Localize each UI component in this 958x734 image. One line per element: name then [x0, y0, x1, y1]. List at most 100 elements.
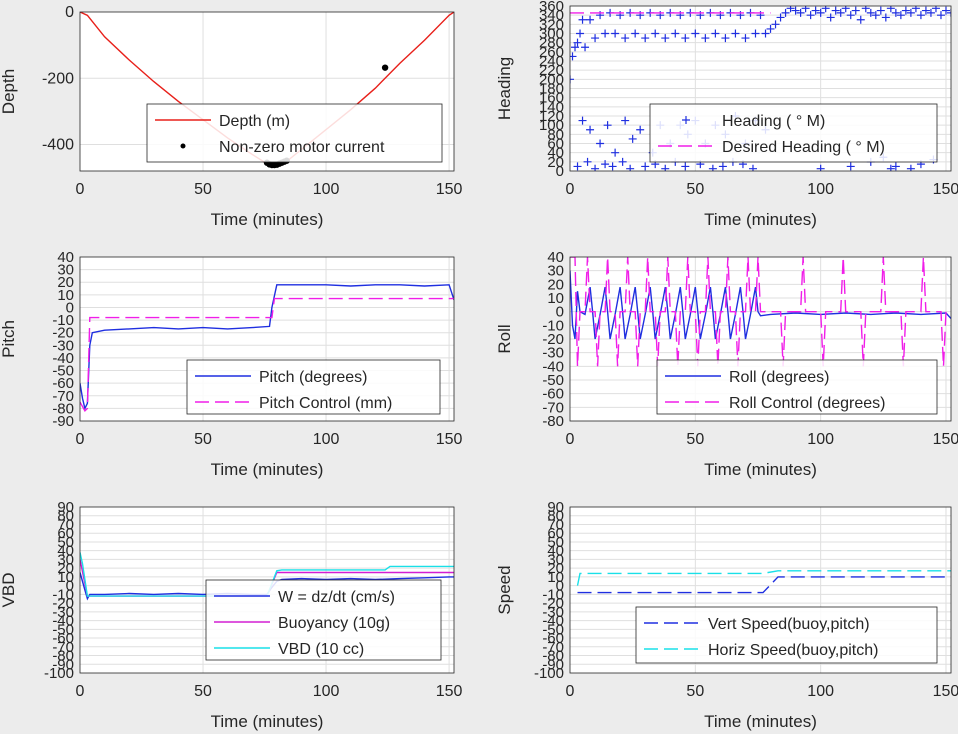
- y-tick-label: -40: [542, 613, 564, 630]
- data-point: [661, 164, 670, 171]
- y-tick-label: 30: [57, 551, 74, 568]
- data-point: [581, 43, 590, 52]
- y-tick-label: 140: [539, 99, 564, 116]
- chart-4: 0 50 100 150-80-70-60-50-40-30-20-100102030…: [495, 249, 958, 479]
- y-tick-label: -40: [52, 613, 74, 630]
- y-tick-label: 40: [547, 249, 564, 266]
- y-tick-label: -30: [542, 604, 564, 621]
- chart-2: 0 50 100 1500204060801001201401601802002202…: [495, 0, 958, 229]
- data-point: [701, 34, 710, 43]
- legend-box: [635, 606, 938, 664]
- legend-label: Buoyancy (10g): [278, 615, 390, 632]
- data-point: [586, 15, 595, 24]
- y-tick-label: 200: [539, 71, 564, 88]
- y-tick-label: -60: [542, 630, 564, 647]
- y-axis-label: Depth: [0, 69, 18, 114]
- y-tick-label: 10: [57, 287, 74, 304]
- legend: Roll (degrees) Roll Control (degrees): [656, 359, 938, 415]
- y-tick-label: 240: [539, 53, 564, 70]
- data-point: [816, 164, 825, 171]
- axes-box: [79, 256, 455, 422]
- legend-label: Heading ( ° M): [722, 113, 825, 130]
- data-point: [921, 6, 930, 15]
- data-point: [661, 34, 670, 43]
- y-tick-label: 40: [547, 145, 564, 162]
- data-point: [826, 13, 835, 22]
- data-point: [578, 15, 587, 24]
- legend-swatch: [180, 143, 186, 149]
- legend: Depth (m) Non-zero motor current: [146, 103, 443, 163]
- chart-3: 0 50 100 150-90-80-70-60-50-40-30-20-100102…: [0, 249, 463, 479]
- y-tick-label: 40: [57, 249, 74, 266]
- x-tick-label: 150: [933, 181, 958, 198]
- y-tick-label: -100: [44, 665, 74, 682]
- y-tick-label: 20: [547, 154, 564, 171]
- y-tick-label: -50: [542, 372, 564, 389]
- y-tick-label: -20: [542, 331, 564, 348]
- data-point: [741, 34, 750, 43]
- data-point: [911, 6, 920, 13]
- y-tick-label: 30: [547, 263, 564, 280]
- data-point: [876, 6, 885, 15]
- y-tick-label: -50: [542, 621, 564, 638]
- y-tick-label: 20: [547, 276, 564, 293]
- legend-label: W = dz/dt (cm/s): [278, 589, 395, 606]
- data-point: [586, 125, 595, 134]
- data-point: [708, 164, 717, 171]
- x-tick-label: 100: [807, 431, 834, 448]
- legend-label: Non-zero motor current: [219, 139, 385, 156]
- legend-box: [205, 579, 442, 661]
- data-point: [573, 38, 582, 47]
- x-axis-label: Time (minutes): [704, 210, 817, 229]
- series-line: [80, 297, 454, 413]
- legend-box: [656, 359, 938, 415]
- data-point: [771, 20, 780, 29]
- data-point: [861, 6, 870, 13]
- y-tick-label: -60: [542, 386, 564, 403]
- y-tick-label: 340: [539, 7, 564, 24]
- legend-label: Horiz Speed(buoy,pitch): [708, 642, 878, 659]
- y-axis-label: Roll: [495, 324, 514, 353]
- legend-label: Vert Speed(buoy,pitch): [708, 616, 870, 633]
- x-tick-label: 150: [436, 181, 463, 198]
- y-tick-label: -50: [52, 363, 74, 380]
- x-axis-label: Time (minutes): [211, 460, 324, 479]
- x-tick-label: 0: [566, 431, 575, 448]
- y-tick-label: -60: [52, 375, 74, 392]
- series-line: [576, 570, 951, 586]
- legend-label: Depth (m): [219, 113, 290, 130]
- legend-label: Roll Control (degrees): [729, 395, 886, 412]
- data-point: [781, 8, 790, 17]
- y-tick-label: -90: [52, 413, 74, 430]
- y-tick-label: -20: [542, 595, 564, 612]
- y-tick-label: 80: [57, 508, 74, 525]
- y-tick-label: -20: [52, 325, 74, 342]
- y-tick-label: 70: [547, 516, 564, 533]
- axes-box: [79, 506, 455, 674]
- data-point: [751, 29, 760, 38]
- chart-1: 0 50 100 150 0 -200 -400 Time (minutes) Depth Dep…: [0, 4, 463, 229]
- legend: Heading ( ° M) Desired Heading ( ° M): [649, 103, 938, 163]
- data-point: [601, 160, 610, 169]
- y-tick-label: 10: [547, 290, 564, 307]
- x-tick-label: 50: [194, 683, 212, 700]
- y-tick-label: -40: [542, 358, 564, 375]
- legend: Vert Speed(buoy,pitch) Horiz Speed(buoy,p…: [635, 606, 938, 664]
- y-tick-label: 60: [57, 525, 74, 542]
- y-tick-label: 30: [547, 551, 564, 568]
- x-tick-label: 50: [686, 431, 704, 448]
- y-tick-label: -20: [52, 595, 74, 612]
- data-point: [841, 6, 850, 13]
- data-point: [570, 75, 574, 84]
- data-point: [748, 164, 757, 171]
- data-layer: [80, 284, 454, 413]
- x-tick-label: 0: [566, 181, 575, 198]
- legend: W = dz/dt (cm/s) Buoyancy (10g) VBD (10 cc…: [205, 579, 442, 661]
- y-tick-label: 180: [539, 81, 564, 98]
- x-tick-label: 100: [313, 431, 340, 448]
- y-tick-label: 0: [66, 299, 74, 316]
- data-point: [906, 164, 915, 171]
- data-point: [831, 6, 840, 15]
- x-tick-label: 50: [194, 181, 212, 198]
